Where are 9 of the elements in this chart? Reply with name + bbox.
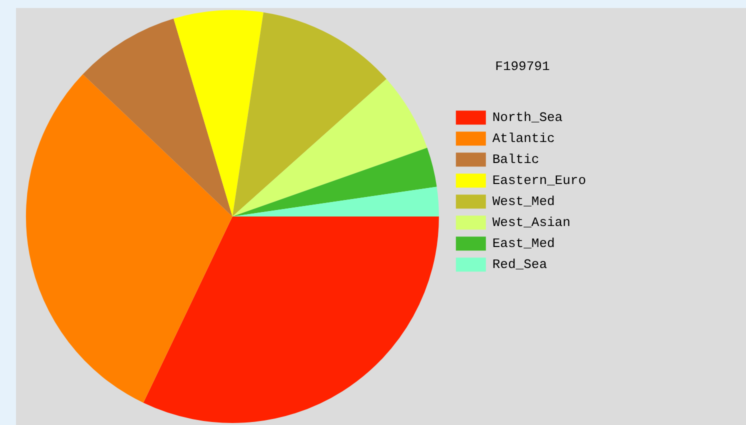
legend-label: Baltic <box>492 152 540 168</box>
legend-label: Eastern_Euro <box>492 173 586 188</box>
legend-label: Atlantic <box>492 131 555 146</box>
legend-label: Red_Sea <box>492 257 548 272</box>
text: F199791 <box>495 58 550 74</box>
legend-label: West_Med <box>492 194 555 210</box>
legend-label: East_Med <box>492 236 555 252</box>
legend-label: North_Sea <box>492 110 563 126</box>
legend-label: West_Asian <box>492 215 570 230</box>
